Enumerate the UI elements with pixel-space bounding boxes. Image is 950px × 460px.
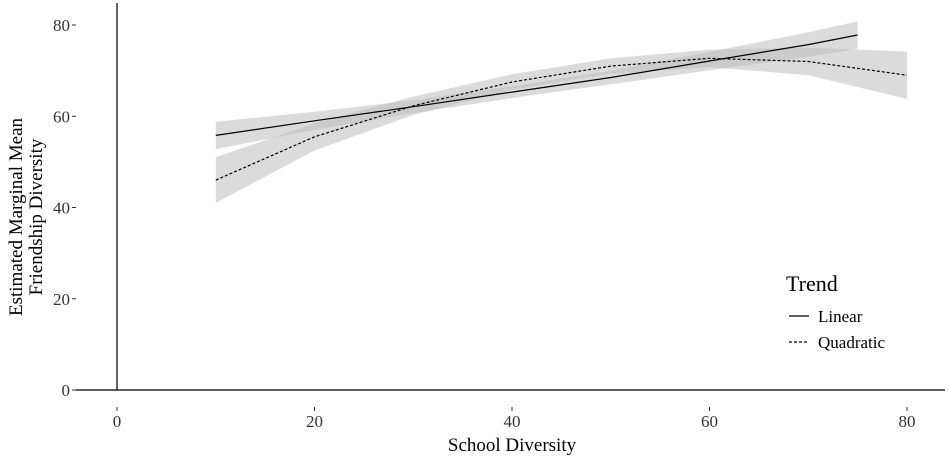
y-tick-label-40: 40: [53, 199, 70, 218]
x-tick-label-0: 0: [113, 412, 122, 431]
y-axis-title-line-2: Friendship Diversity: [26, 138, 47, 295]
x-tick-label-40: 40: [504, 412, 521, 431]
legend-label-quadratic: Quadratic: [818, 333, 885, 352]
series-lines: [215, 34, 908, 181]
x-axis-title: School Diversity: [448, 435, 577, 456]
legend-label-linear: Linear: [818, 307, 863, 326]
y-tick-label-20: 20: [53, 290, 70, 309]
x-tick-label-60: 60: [701, 412, 718, 431]
legend-title: Trend: [786, 271, 838, 296]
series-line-linear: [215, 34, 858, 136]
ribbon-quadratic: [215, 47, 908, 203]
legend: Trend Linear Quadratic: [786, 271, 885, 352]
y-tick-label-0: 0: [62, 381, 71, 400]
y-axis-title-line-1: Estimated Marginal Mean: [6, 117, 27, 316]
x-tick-label-20: 20: [306, 412, 323, 431]
x-tick-label-80: 80: [899, 412, 916, 431]
ribbons: [215, 21, 908, 203]
y-tick-label-80: 80: [53, 16, 70, 35]
axes: 0 20 40 60 80 0 20 40 60 80: [53, 3, 945, 431]
series-line-quadratic: [215, 57, 908, 181]
y-tick-label-60: 60: [53, 107, 70, 126]
y-axis-title: Estimated Marginal Mean Friendship Diver…: [6, 117, 47, 316]
